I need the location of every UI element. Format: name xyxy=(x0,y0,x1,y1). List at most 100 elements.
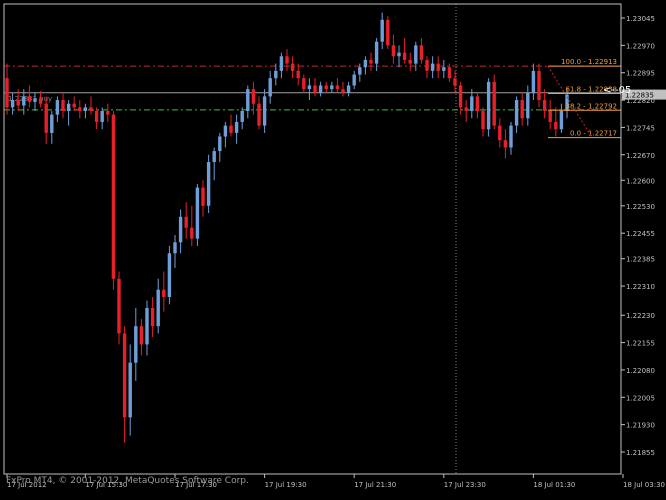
x-tick-label: 17 Jul 23:30 xyxy=(444,481,486,489)
candle-body xyxy=(419,45,424,60)
current-price-box xyxy=(622,89,666,100)
candle-body xyxy=(430,63,435,71)
candle xyxy=(50,111,54,144)
candle-body xyxy=(313,85,317,93)
y-tick-label: 1.22600 xyxy=(626,177,655,185)
candle xyxy=(307,78,312,101)
candle-body xyxy=(402,52,407,60)
candle-body xyxy=(324,85,328,90)
candle-body xyxy=(531,70,536,93)
candle-body xyxy=(167,253,172,297)
candle xyxy=(38,90,43,108)
y-tick-label: 1.22820 xyxy=(626,97,655,105)
candle-body xyxy=(257,103,261,126)
candle-body xyxy=(475,96,480,111)
candle-body xyxy=(346,85,351,93)
candle xyxy=(548,100,552,130)
fib-anchor-line xyxy=(547,65,593,138)
candle-body xyxy=(5,78,9,108)
candle xyxy=(145,300,149,356)
price-marker-label: <--05 xyxy=(603,85,631,96)
candle xyxy=(526,85,530,126)
candle-body xyxy=(44,103,48,133)
candle xyxy=(274,63,278,86)
candle-body xyxy=(414,45,418,64)
candle-body xyxy=(251,89,256,104)
candle xyxy=(100,107,104,130)
x-tick-label: 17 Jul 19:30 xyxy=(265,481,307,489)
candle-body xyxy=(380,19,384,42)
candle-body xyxy=(38,98,43,104)
candle xyxy=(419,38,424,64)
y-tick-label: 1.22895 xyxy=(626,70,655,78)
candle-body xyxy=(481,111,485,130)
fib-label: 0.0 - 1.22717 xyxy=(570,130,617,138)
fibonacci-layer: 100.0 - 1.22913 61.8 - 1.22838 38.2 - 1.22… xyxy=(547,58,621,139)
candle-body xyxy=(100,111,104,122)
candle xyxy=(380,12,384,49)
candle xyxy=(184,202,188,239)
candle-body xyxy=(139,326,144,345)
candle xyxy=(324,81,328,93)
candle xyxy=(195,183,200,246)
y-tick-label: 1.22155 xyxy=(626,340,655,348)
candle xyxy=(246,85,250,119)
candle-body xyxy=(33,98,37,102)
candle-body xyxy=(358,67,362,75)
candle xyxy=(229,114,233,137)
candle-body xyxy=(492,81,496,126)
candle xyxy=(150,297,155,338)
candle-body xyxy=(94,111,99,122)
candle-body xyxy=(363,59,368,68)
candle-body xyxy=(425,59,429,71)
candle xyxy=(122,326,127,443)
candle xyxy=(290,56,295,79)
time-axis: 17 Jul 2012 17 Jul 15:30 17 Jul 17:30 17 Ju… xyxy=(6,474,665,489)
candle-body xyxy=(262,96,267,126)
candle xyxy=(402,38,407,64)
candle xyxy=(33,92,37,111)
candle-body xyxy=(145,307,149,345)
candle xyxy=(94,107,99,130)
candle xyxy=(358,63,362,82)
candle xyxy=(302,74,306,93)
y-tick-label: 1.22310 xyxy=(626,283,655,291)
candle-body xyxy=(352,74,356,86)
candle xyxy=(5,63,9,115)
candle xyxy=(72,96,76,111)
y-tick-label: 1.22970 xyxy=(626,42,655,50)
candle-body xyxy=(173,242,177,254)
candle xyxy=(279,52,284,79)
candle-body xyxy=(335,85,340,90)
candle xyxy=(447,63,452,82)
candle xyxy=(111,111,116,290)
candle-body xyxy=(296,70,300,79)
candle-body xyxy=(548,111,552,122)
candle-body xyxy=(66,103,71,111)
fib-label: 100.0 - 1.22913 xyxy=(561,58,617,66)
candle-body xyxy=(290,63,295,71)
candle xyxy=(66,100,71,126)
candle xyxy=(369,52,373,71)
candle-body xyxy=(218,136,222,152)
candle-body xyxy=(268,78,272,97)
x-tick-label: 17 Jul 21:30 xyxy=(354,481,396,489)
candle xyxy=(83,103,88,119)
candle-body xyxy=(201,187,205,206)
candle-body xyxy=(526,92,530,119)
candle-body xyxy=(246,89,250,111)
candle-body xyxy=(150,307,155,327)
candle-body xyxy=(453,78,457,86)
candle xyxy=(139,318,144,356)
candle xyxy=(470,89,474,119)
y-tick-label: 1.22745 xyxy=(626,124,655,132)
candle xyxy=(397,45,401,68)
candle xyxy=(542,89,547,119)
candle xyxy=(537,63,541,108)
candle xyxy=(352,70,356,90)
candle-body xyxy=(369,59,373,64)
y-tick-label: 1.21930 xyxy=(626,422,655,430)
y-tick-label: 1.22005 xyxy=(626,394,655,402)
candle xyxy=(89,96,93,115)
